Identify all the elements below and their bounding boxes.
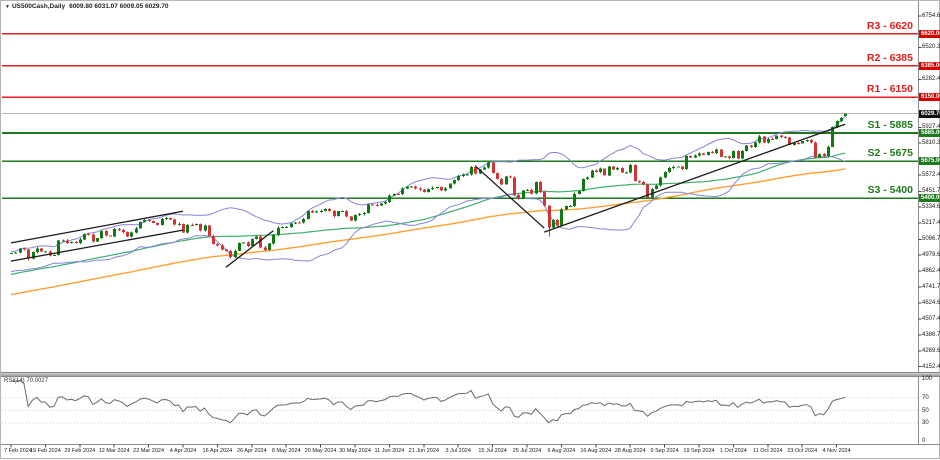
sr-level-label[interactable]: R2 - 6385 [866,51,913,64]
date-tick-label: 4 Apr 2024 [169,448,197,454]
rsi-scale-label: 30 [922,420,929,427]
rsi-scale-label: 70 [922,394,929,401]
date-tick-label: 3 Jul 2024 [445,448,471,454]
date-tick-label: 4 Nov 2024 [822,448,851,454]
candlesticks-layer [10,113,847,261]
date-tick-label: 19 Feb 2024 [29,448,61,454]
symbol-collapse-icon[interactable]: ▼ [5,4,10,10]
price-tick-label: 5217.45 [922,220,940,227]
symbol-timeframe-label: US500Cash,Daily [11,3,66,10]
date-tick-label: 16 Aug 2024 [580,448,612,454]
axes-layer [1,1,940,448]
rsi-scale-label: 100 [922,376,933,382]
date-tick-label: 15 Jul 2024 [478,448,507,454]
price-tick-label: 4269.60 [922,347,940,354]
date-tick-label: 26 Apr 2024 [236,448,267,454]
moving-average-lines [10,115,846,296]
sr-level-label[interactable]: S3 - 5400 [867,184,913,197]
price-level-badge: 6385.00 [919,61,940,70]
date-tick-label: 29 Feb 2024 [64,448,96,454]
date-tick-label: 9 Sep 2024 [650,448,679,454]
price-tick-label: 5927.45 [922,124,940,131]
price-tick-label: 4507.45 [922,315,940,322]
date-tick-label: 22 Mar 2024 [133,448,165,454]
date-tick-label: 1 Oct 2024 [719,448,747,454]
rsi-indicator-label: RSI(14) 70.0027 [4,378,49,384]
sr-level-label[interactable]: R3 - 6620 [866,19,913,32]
sr-level-label[interactable]: R1 - 6150 [866,83,913,96]
date-tick-label: 25 Jul 2024 [512,448,542,454]
ohlc-values: 6009.80 6031.07 6009.05 6029.70 [69,3,169,10]
date-tick-label: 30 May 2024 [339,448,371,454]
date-tick-label: 19 Sep 2024 [683,448,715,454]
price-level-badge: 6620.00 [919,29,940,38]
price-tick-label: 5810.30 [922,140,940,147]
price-tick-label: 5451.75 [922,188,940,195]
support-resistance-lines [2,33,919,200]
trendlines-layer[interactable] [10,123,846,268]
price-level-badge: 5400.00 [919,194,940,203]
price-tick-label: 6754.60 [922,12,940,19]
price-tick-label: 5096.75 [922,236,940,243]
rsi-scale-label: 0 [922,437,926,444]
date-tick-label: 12 Mar 2024 [98,448,130,454]
pane-separator[interactable] [1,372,940,377]
date-tick-label: 11 Jun 2024 [374,448,405,454]
price-tick-label: 6520.30 [922,44,940,51]
date-tick-label: 11 Oct 2024 [753,448,783,454]
date-tick-label: 20 May 2024 [304,448,337,454]
price-level-badge: 6029.70 [919,109,940,118]
price-tick-label: 4624.60 [922,299,940,306]
price-level-badge: 5675.00 [919,157,940,166]
chart-title-bar: ▼ US500Cash,Daily 6009.80 6031.07 6009.05 … [5,3,168,11]
price-tick-label: 6282.45 [922,76,940,83]
price-tick-label: 5334.60 [922,204,940,211]
date-tick-label: 6 Aug 2024 [547,448,576,454]
date-tick-label: 16 Apr 2024 [202,448,233,454]
date-tick-label: 7 Feb 2024 [4,448,32,454]
sr-level-label[interactable]: S2 - 5675 [867,147,913,160]
date-tick-label: 28 Aug 2024 [614,448,646,454]
price-tick-label: 4979.60 [922,252,940,259]
price-tick-label: 4152.45 [922,363,940,370]
date-tick-label: 23 Oct 2024 [787,448,818,454]
sr-level-label[interactable]: S1 - 5885 [867,119,913,132]
price-level-badge: 6150.00 [919,93,940,102]
price-tick-label: 4862.45 [922,267,940,274]
rsi-indicator-layer [2,380,919,424]
price-level-badge: 5885.00 [919,129,940,138]
price-tick-label: 4741.75 [922,284,940,291]
price-tick-label: 5572.45 [922,172,940,179]
date-tick-label: 21 Jun 2024 [408,448,439,454]
date-tick-label: 8 May 2024 [271,448,301,454]
rsi-scale-label: 50 [922,407,929,414]
price-tick-label: 4386.75 [922,332,940,339]
